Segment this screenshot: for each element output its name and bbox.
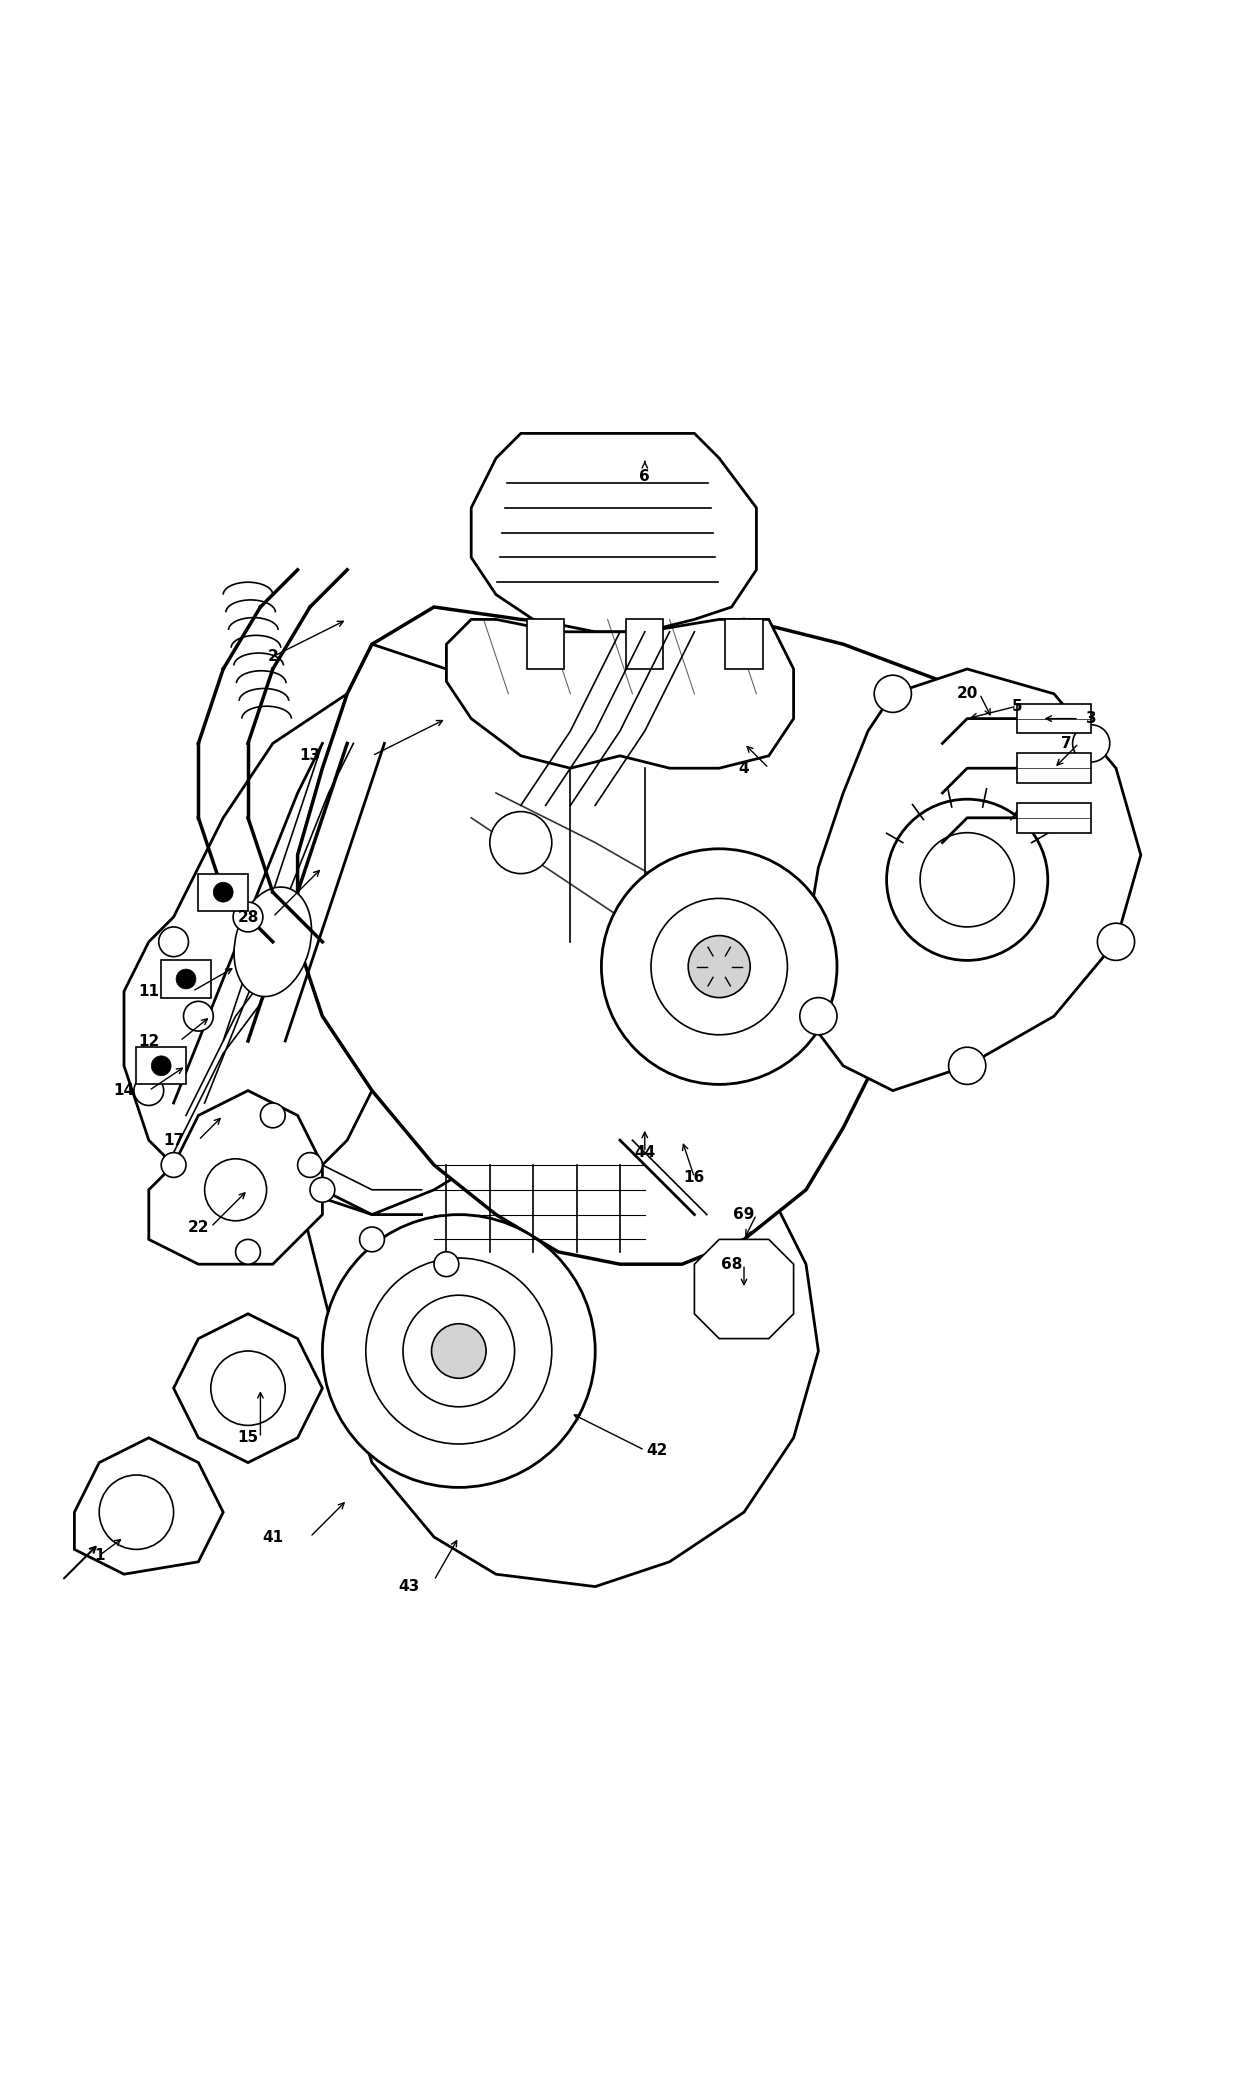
- Polygon shape: [298, 608, 1054, 1264]
- Text: 69: 69: [733, 1208, 755, 1222]
- Circle shape: [134, 1076, 164, 1106]
- Text: 17: 17: [162, 1133, 185, 1147]
- Circle shape: [161, 1153, 186, 1178]
- Circle shape: [434, 1251, 459, 1276]
- Text: 6: 6: [640, 468, 650, 485]
- Circle shape: [184, 1001, 213, 1031]
- Text: 68: 68: [720, 1258, 743, 1272]
- Text: 5: 5: [1012, 700, 1022, 714]
- Polygon shape: [527, 620, 564, 668]
- Circle shape: [151, 1056, 171, 1076]
- Polygon shape: [198, 1103, 818, 1586]
- Text: 13: 13: [299, 747, 321, 764]
- Polygon shape: [149, 1091, 322, 1264]
- Circle shape: [403, 1295, 515, 1407]
- Circle shape: [688, 935, 750, 997]
- Circle shape: [99, 1474, 174, 1549]
- Polygon shape: [626, 620, 663, 668]
- Polygon shape: [446, 620, 794, 768]
- Circle shape: [1073, 725, 1110, 762]
- Circle shape: [213, 883, 233, 902]
- Circle shape: [159, 926, 188, 958]
- Circle shape: [1097, 922, 1135, 960]
- Ellipse shape: [234, 887, 311, 997]
- Text: 28: 28: [237, 910, 259, 924]
- Text: 2: 2: [268, 650, 278, 664]
- Text: 1: 1: [94, 1549, 104, 1564]
- Text: 22: 22: [187, 1220, 210, 1235]
- Text: 11: 11: [139, 985, 159, 999]
- Circle shape: [949, 1047, 986, 1085]
- Text: 3: 3: [1086, 712, 1096, 727]
- Text: 15: 15: [237, 1430, 259, 1445]
- Text: 14: 14: [113, 1083, 135, 1097]
- Text: 4: 4: [739, 760, 749, 777]
- Text: 16: 16: [683, 1170, 706, 1185]
- Text: 43: 43: [398, 1578, 420, 1595]
- Text: 41: 41: [262, 1530, 284, 1545]
- Polygon shape: [174, 1314, 322, 1462]
- Circle shape: [490, 812, 552, 874]
- Circle shape: [887, 799, 1048, 960]
- Circle shape: [205, 1160, 267, 1220]
- Circle shape: [236, 1239, 260, 1264]
- Circle shape: [310, 1178, 335, 1201]
- Text: 12: 12: [138, 1033, 160, 1049]
- Polygon shape: [1017, 704, 1091, 733]
- Circle shape: [432, 1324, 486, 1378]
- Circle shape: [800, 997, 837, 1035]
- Polygon shape: [806, 668, 1141, 1091]
- Polygon shape: [1017, 754, 1091, 783]
- Circle shape: [233, 902, 263, 933]
- Circle shape: [322, 1214, 595, 1487]
- Polygon shape: [694, 1239, 794, 1339]
- Circle shape: [211, 1351, 285, 1426]
- Polygon shape: [124, 643, 372, 1214]
- Circle shape: [601, 849, 837, 1085]
- Polygon shape: [198, 874, 248, 910]
- Polygon shape: [1017, 804, 1091, 833]
- Polygon shape: [471, 433, 756, 631]
- Circle shape: [360, 1226, 384, 1251]
- Text: 44: 44: [634, 1145, 656, 1160]
- Polygon shape: [725, 620, 763, 668]
- Polygon shape: [136, 1047, 186, 1085]
- Circle shape: [260, 1103, 285, 1128]
- Circle shape: [366, 1258, 552, 1445]
- Circle shape: [651, 899, 787, 1035]
- Text: 7: 7: [1061, 735, 1071, 752]
- Text: 20: 20: [956, 687, 978, 702]
- Text: 42: 42: [646, 1443, 668, 1457]
- Circle shape: [920, 833, 1014, 926]
- Polygon shape: [161, 960, 211, 997]
- Circle shape: [298, 1153, 322, 1178]
- Polygon shape: [74, 1439, 223, 1574]
- Circle shape: [874, 675, 911, 712]
- Circle shape: [176, 968, 196, 989]
